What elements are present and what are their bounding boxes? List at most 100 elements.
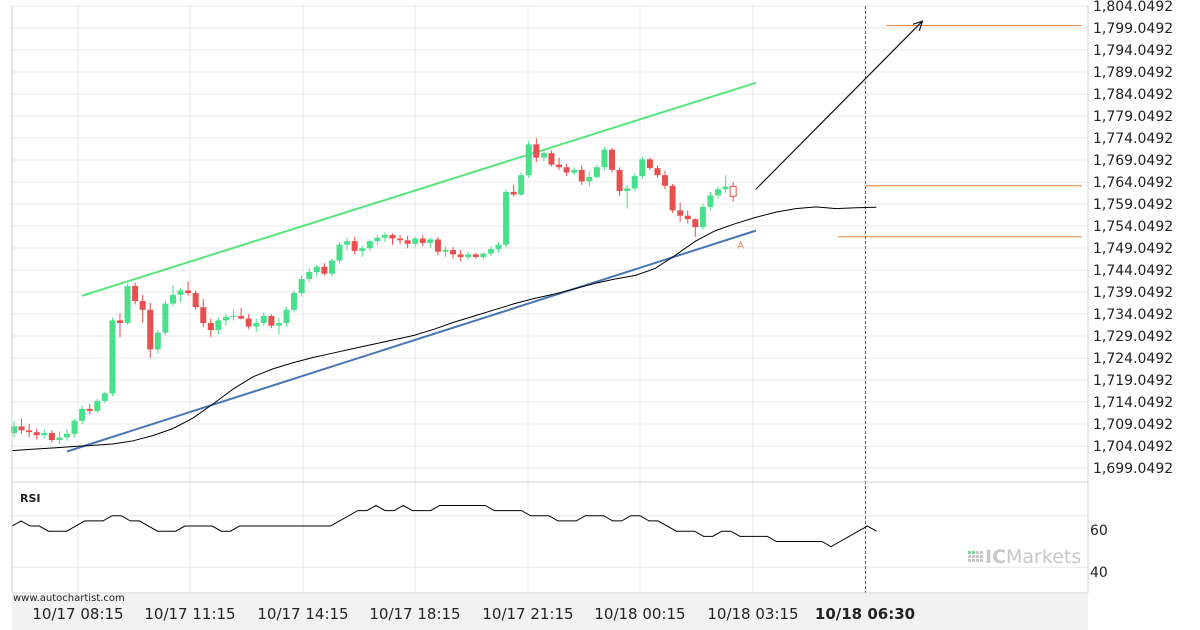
brand-dot bbox=[972, 555, 975, 558]
brand-dots-icon bbox=[968, 551, 983, 562]
y-tick-label: 1,719.0492 bbox=[1093, 373, 1173, 389]
candle-body bbox=[109, 320, 116, 394]
brand-dot bbox=[976, 559, 979, 562]
candle-body bbox=[366, 241, 373, 249]
y-tick-label: 1,749.0492 bbox=[1093, 241, 1173, 257]
candle-body bbox=[480, 253, 487, 258]
x-tick-label: 10/17 08:15 bbox=[32, 605, 123, 623]
candle-body bbox=[427, 239, 434, 243]
rsi-line bbox=[11, 504, 877, 548]
y-tick-label: 1,804.0492 bbox=[1093, 0, 1173, 15]
y-tick-label: 1,709.0492 bbox=[1093, 417, 1173, 433]
site-watermark: www.autochartist.com bbox=[13, 593, 125, 604]
candle-body bbox=[465, 254, 472, 258]
y-tick-label: 1,704.0492 bbox=[1093, 439, 1173, 455]
candle-body bbox=[487, 249, 494, 254]
candle-body bbox=[359, 248, 366, 251]
brand-logo: ICMarkets bbox=[968, 546, 1081, 568]
brand-dot bbox=[980, 559, 983, 562]
candle-body bbox=[412, 238, 419, 244]
x-tick-label: 10/18 03:15 bbox=[707, 605, 798, 623]
candle-body bbox=[79, 408, 86, 421]
x-tick-label: 10/17 11:15 bbox=[144, 605, 235, 623]
candle-body bbox=[533, 144, 540, 158]
candle-body bbox=[192, 293, 199, 308]
candle-body bbox=[298, 279, 305, 294]
candle-body bbox=[154, 332, 161, 350]
candle-body bbox=[177, 290, 184, 295]
candle-body bbox=[86, 408, 93, 412]
candle-body bbox=[677, 210, 684, 216]
candle-body bbox=[238, 315, 245, 319]
y-tick-label: 1,794.0492 bbox=[1093, 43, 1173, 59]
candle-body bbox=[275, 323, 282, 326]
moving-average-line bbox=[11, 206, 877, 452]
brand-prefix: IC bbox=[985, 546, 1006, 568]
candle-body bbox=[586, 176, 593, 182]
brand-dot bbox=[968, 559, 971, 562]
candle-body bbox=[207, 323, 214, 331]
forecast-arrow bbox=[755, 20, 923, 190]
rsi-tick-40: 40 bbox=[1090, 565, 1108, 581]
candle-body bbox=[646, 159, 653, 169]
x-tick-label: 10/17 14:15 bbox=[257, 605, 348, 623]
brand-suffix: Markets bbox=[1006, 546, 1081, 568]
candle-body bbox=[669, 185, 676, 211]
candle-body bbox=[56, 437, 63, 441]
brand-dot bbox=[976, 551, 979, 554]
candle-body bbox=[147, 309, 154, 350]
candle-body bbox=[450, 249, 457, 255]
candle-body bbox=[291, 293, 298, 310]
candle-body bbox=[654, 168, 661, 176]
candle-body bbox=[616, 169, 623, 192]
y-tick-label: 1,714.0492 bbox=[1093, 395, 1173, 411]
candle-body bbox=[124, 286, 131, 324]
candle-body bbox=[609, 149, 616, 170]
candle-body bbox=[389, 235, 396, 239]
candle-body bbox=[578, 169, 585, 182]
candle-body bbox=[169, 294, 176, 304]
forecast-arrow-head bbox=[912, 20, 924, 31]
candle-body bbox=[313, 266, 320, 272]
y-tick-label: 1,759.0492 bbox=[1093, 197, 1173, 213]
candle-body bbox=[381, 235, 388, 238]
y-axis-labels: 1,804.0492 1,799.0492 1,794.0492 1,789.0492… bbox=[1093, 0, 1173, 477]
candle-body bbox=[442, 249, 449, 252]
candle-body bbox=[472, 254, 479, 258]
candle-body bbox=[556, 164, 563, 168]
candle-body bbox=[525, 144, 532, 176]
candle-body bbox=[684, 215, 691, 220]
candle-body bbox=[510, 191, 517, 195]
brand-dot bbox=[972, 559, 975, 562]
candle-body bbox=[268, 315, 275, 326]
candle-body bbox=[692, 219, 699, 228]
y-tick-label: 1,774.0492 bbox=[1093, 131, 1173, 147]
candle-body bbox=[571, 169, 578, 173]
candle-body bbox=[306, 271, 313, 280]
brand-dot bbox=[968, 551, 971, 554]
candle-body bbox=[699, 206, 706, 228]
candle-body bbox=[11, 426, 17, 434]
candle-body bbox=[94, 400, 101, 412]
candle-body bbox=[18, 426, 25, 431]
x-axis-labels: 10/17 08:15 10/17 11:15 10/17 14:15 10/17 1… bbox=[32, 605, 915, 623]
x-tick-label: 10/18 06:30 bbox=[815, 605, 915, 623]
brand-dot bbox=[980, 551, 983, 554]
y-tick-label: 1,764.0492 bbox=[1093, 175, 1173, 191]
candle-body bbox=[328, 260, 335, 274]
chart-frame bbox=[11, 6, 1089, 630]
rsi-tick-60: 60 bbox=[1090, 523, 1108, 539]
y-tick-label: 1,734.0492 bbox=[1093, 307, 1173, 323]
candle-body bbox=[321, 266, 328, 274]
candle-body bbox=[48, 433, 55, 441]
candlesticks bbox=[11, 138, 737, 445]
candle-body bbox=[374, 237, 381, 242]
candle-body bbox=[336, 244, 343, 261]
candle-body bbox=[230, 315, 237, 317]
candle-body bbox=[260, 315, 267, 324]
candle-body bbox=[457, 254, 464, 258]
candle-body bbox=[71, 420, 78, 434]
brand-dot bbox=[980, 555, 983, 558]
y-tick-label: 1,799.0492 bbox=[1093, 21, 1173, 37]
candle-body bbox=[503, 191, 510, 245]
